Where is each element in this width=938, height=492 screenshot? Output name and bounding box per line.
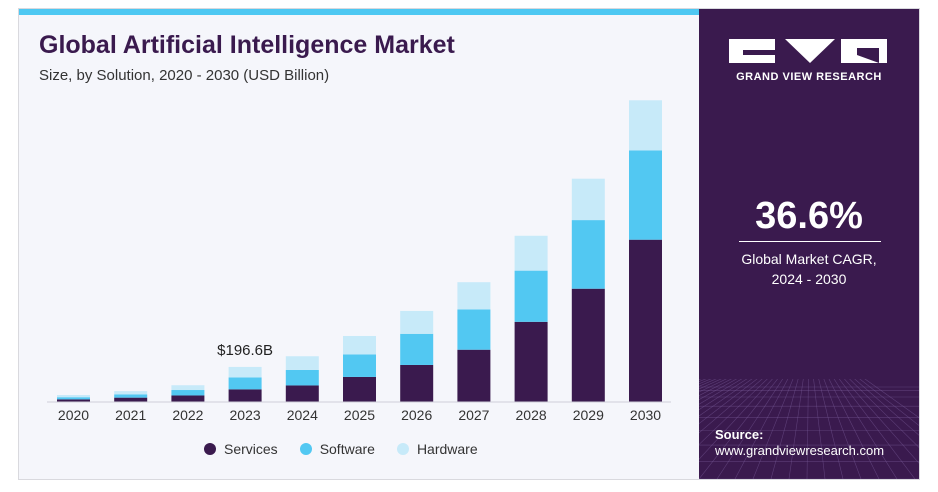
bar-services-2023 (228, 389, 262, 402)
cagr-divider (739, 241, 881, 242)
brand-name: GRAND VIEW RESEARCH (736, 71, 882, 83)
bar-hardware-2025 (343, 335, 376, 355)
bar-hardware-2030 (629, 100, 662, 151)
annotation-label: $196.6B (217, 342, 273, 359)
info-panel: GRAND VIEW RESEARCH 36.6% Global Market … (699, 9, 919, 479)
bar-services-2027 (457, 349, 491, 402)
bar-hardware-2028 (514, 235, 548, 271)
bar-software-2020 (57, 397, 90, 400)
legend-swatch-services (204, 443, 216, 455)
x-tick-label-2021: 2021 (115, 407, 146, 423)
bar-services-2021 (114, 397, 148, 402)
legend-swatch-software (299, 443, 312, 455)
source-url: www.grandviewresearch.com (715, 443, 885, 458)
cagr-label: Global Market CAGR, 2024 - 2030 (741, 251, 877, 287)
x-tick-label-2029: 2029 (573, 407, 604, 423)
x-tick-label-2025: 2025 (344, 407, 375, 423)
bar-hardware-2020 (57, 395, 90, 398)
cagr-value: 36.6% (755, 195, 863, 237)
legend-item-software: Software (299, 441, 375, 457)
bar-software-2023 (228, 377, 262, 390)
bar-services-2029 (571, 288, 605, 402)
bar-services-2022 (171, 395, 205, 402)
bar-services-2025 (343, 376, 376, 402)
bar-services-2024 (285, 385, 319, 402)
bar-software-2024 (285, 369, 319, 386)
bar-hardware-2027 (457, 282, 491, 310)
x-tick-label-2020: 2020 (58, 407, 89, 423)
bar-services-2030 (629, 239, 662, 402)
bar-software-2028 (514, 270, 548, 322)
legend-swatch-hardware (396, 443, 409, 455)
bar-services-2026 (400, 364, 434, 402)
chart-title: Global Artificial Intelligence Market (39, 31, 455, 59)
accent-bar (19, 9, 699, 15)
bar-hardware-2022 (171, 385, 205, 391)
bar-hardware-2026 (400, 310, 434, 334)
x-tick-label-2027: 2027 (458, 407, 489, 423)
legend-label-services: Services (224, 441, 278, 457)
legend-label-software: Software (319, 441, 375, 457)
grand-view-research-logo (729, 39, 887, 63)
x-tick-label-2024: 2024 (287, 407, 318, 423)
x-tick-label-2026: 2026 (401, 407, 432, 423)
chart-subtitle: Size, by Solution, 2020 - 2030 (USD Bill… (39, 67, 330, 84)
bar-hardware-2029 (571, 178, 605, 221)
chart-legend: Services Software Hardware (204, 441, 478, 457)
chart-card: Global Artificial Intelligence Market Si… (18, 8, 920, 480)
legend-item-hardware: Hardware (396, 441, 478, 457)
bar-software-2022 (171, 390, 205, 396)
bar-software-2029 (571, 220, 605, 289)
bar-services-2028 (514, 321, 548, 402)
bar-services-2020 (57, 399, 90, 402)
bar-software-2026 (400, 333, 434, 365)
bar-hardware-2021 (114, 391, 148, 395)
bar-hardware-2024 (285, 356, 319, 370)
x-tick-label-2030: 2030 (630, 407, 661, 423)
legend-label-hardware: Hardware (416, 441, 478, 457)
source-label: Source: (715, 427, 764, 442)
x-tick-label-2023: 2023 (230, 407, 261, 423)
bar-software-2030 (629, 150, 662, 240)
stacked-bar-chart: 2020 2021 2022 $196.6B 2023 2024 2025 2026 2027 2… (47, 100, 671, 423)
legend-item-services: Services (204, 441, 278, 457)
bar-software-2021 (114, 394, 148, 398)
bar-hardware-2023 (228, 366, 262, 378)
bar-software-2027 (457, 309, 491, 350)
perspective-grid-background (699, 379, 919, 479)
bar-software-2025 (343, 354, 376, 377)
x-tick-label-2022: 2022 (172, 407, 203, 423)
x-tick-label-2028: 2028 (516, 407, 547, 423)
